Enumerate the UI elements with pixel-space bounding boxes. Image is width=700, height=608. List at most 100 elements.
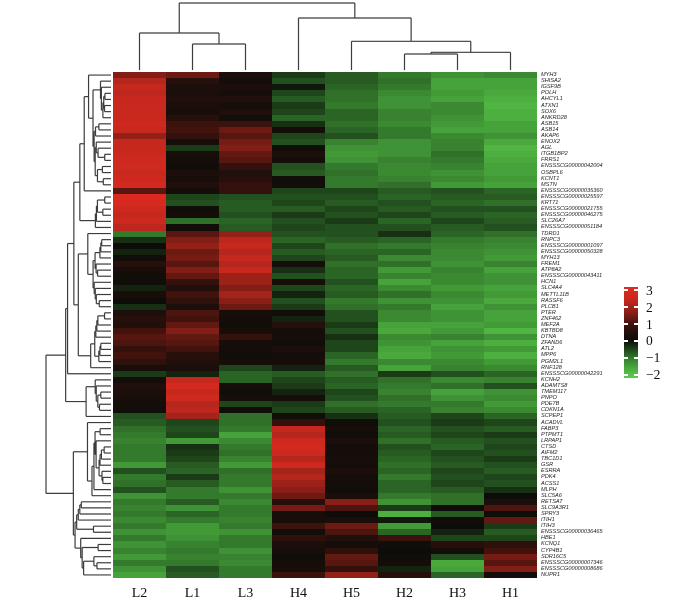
heatmap-cell [219, 443, 273, 451]
heatmap-cell [431, 157, 485, 164]
sample-label: L3 [237, 586, 254, 601]
heatmap-cell [166, 285, 220, 292]
heatmap-cell [272, 346, 326, 353]
heatmap-cell [113, 108, 167, 116]
heatmap-cell [166, 163, 220, 170]
heatmap-cell [378, 260, 432, 268]
heatmap-cell [325, 474, 379, 481]
heatmap-cell [219, 102, 273, 109]
heatmap-cell [166, 474, 220, 481]
heatmap-cell [166, 492, 220, 500]
heatmap-cell [219, 382, 273, 390]
heatmap-cell [378, 486, 432, 494]
heatmap-cell [378, 468, 432, 475]
heatmap-cell [219, 230, 273, 237]
heatmap-cell [484, 236, 538, 244]
heatmap-cell [113, 132, 167, 140]
heatmap-cell [272, 474, 326, 481]
heatmap-cell [272, 559, 326, 567]
gene-label: ENSSSCG00000021755 [541, 206, 603, 213]
heatmap-cell [378, 517, 432, 524]
heatmap-cell [272, 443, 326, 451]
gene-label: SLC5A6 [541, 492, 562, 499]
heatmap-cell [325, 456, 379, 463]
heatmap-cell [219, 291, 273, 298]
heatmap-cell [484, 309, 538, 317]
heatmap-cell [113, 382, 167, 390]
heatmap-cell [431, 212, 485, 219]
heatmap-cell [113, 315, 167, 323]
heatmap-cell [166, 559, 220, 567]
gene-label: ENSSSCG00000050328 [541, 248, 603, 255]
gene-label: AIFM2 [541, 450, 558, 457]
heatmap-cell [166, 523, 220, 530]
heatmap-cell [325, 187, 379, 195]
gene-label: MYH13 [541, 254, 560, 261]
gene-label: ANKRD28 [541, 114, 567, 121]
heatmap-cell [113, 321, 167, 329]
heatmap-cell [166, 291, 220, 298]
heatmap-cell [219, 523, 273, 530]
colorbar-tick [634, 289, 638, 292]
heatmap-cell [113, 437, 167, 445]
heatmap-cell [272, 200, 326, 207]
heatmap-cell [113, 120, 167, 128]
heatmap-cell [325, 504, 379, 512]
gene-label: ENSSSCG00000036465 [541, 529, 603, 536]
heatmap-cell [378, 102, 432, 109]
heatmap-cell [325, 96, 379, 103]
heatmap-cell [431, 401, 485, 408]
gene-label: KCNT1 [541, 175, 560, 182]
heatmap-cell [272, 230, 326, 237]
heatmap-cell [272, 504, 326, 512]
heatmap-cell [431, 547, 485, 554]
heatmap-cell [484, 321, 538, 329]
heatmap-cell [272, 571, 326, 579]
gene-label: TBC1D1 [541, 456, 563, 463]
heatmap-cell [272, 254, 326, 262]
heatmap-cell [378, 389, 432, 396]
heatmap-cell [166, 297, 220, 305]
heatmap-cell [166, 78, 220, 85]
heatmap-cell [431, 443, 485, 451]
heatmap-cell [219, 242, 273, 250]
heatmap-cell [219, 553, 273, 561]
gene-label: ASB15 [541, 120, 559, 127]
colorbar-tick-label: 0 [646, 333, 653, 349]
heatmap-cell [166, 248, 220, 256]
heatmap-cell [431, 517, 485, 524]
heatmap-cell [113, 358, 167, 365]
heatmap-cell [219, 498, 273, 506]
heatmap-cell [378, 285, 432, 292]
heatmap-cell [325, 480, 379, 487]
heatmap-cell [166, 200, 220, 207]
heatmap-cell [325, 212, 379, 219]
heatmap-cell [113, 187, 167, 195]
heatmap-cell [325, 437, 379, 445]
heatmap-cell [219, 419, 273, 426]
heatmap-cell [378, 187, 432, 195]
heatmap-cell [272, 389, 326, 396]
heatmap-cell [166, 126, 220, 134]
heatmap-cell [378, 553, 432, 561]
heatmap-cell [166, 230, 220, 237]
gene-label: SDR16C5 [541, 553, 567, 560]
heatmap-cell [431, 151, 485, 158]
heatmap-cell [325, 413, 379, 420]
heatmap-cell [378, 425, 432, 433]
heatmap-cell [219, 529, 273, 536]
heatmap-cell [325, 565, 379, 573]
heatmap-cell [431, 413, 485, 420]
heatmap-cell [113, 212, 167, 219]
heatmap-cell [113, 200, 167, 207]
heatmap-cell [325, 419, 379, 426]
heatmap-cell [325, 285, 379, 292]
heatmap-cell [431, 340, 485, 347]
heatmap-cell [272, 297, 326, 305]
heatmap-cell [166, 315, 220, 323]
gene-label: ACSS1 [541, 480, 560, 487]
heatmap-cell [325, 334, 379, 341]
heatmap-cell [113, 206, 167, 213]
heatmap-cell [113, 468, 167, 475]
heatmap-cell [272, 437, 326, 445]
